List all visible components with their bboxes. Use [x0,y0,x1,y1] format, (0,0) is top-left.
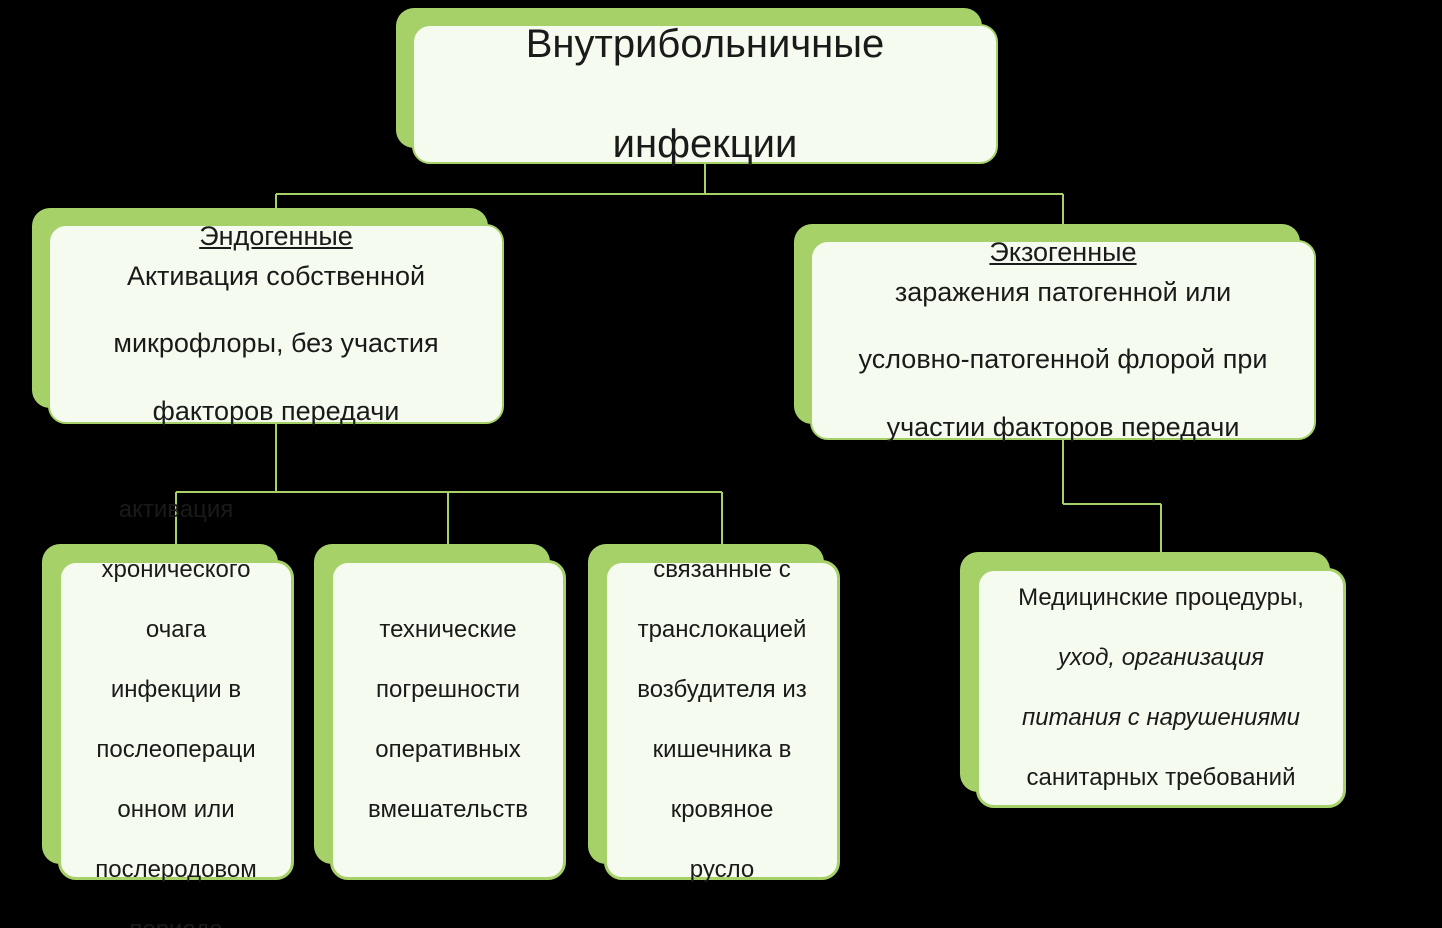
node-text-line: транслокацией [638,615,807,645]
node-title: Эндогенные [199,220,353,254]
node-box: ЭндогенныеАктивация собственноймикрофлор… [48,224,504,424]
node-text-line: онном или [117,795,234,825]
node-text-line: санитарных требований [1026,763,1295,793]
node-box: активацияхроническогоочагаинфекции впосл… [58,560,294,880]
node-text-line: факторов передачи [153,395,400,429]
node-text-line: условно-патогенной флорой при [859,343,1268,377]
node-text-line: кровяное [671,795,774,825]
node-text-line: инфекции в [111,675,241,705]
node-text-line: Медицинские процедуры, [1018,583,1304,613]
node-title: Экзогенные [989,236,1136,270]
node-text-line: хронического [102,555,251,585]
node-text-line: послеродовом [95,855,257,885]
node-text-line: погрешности [376,675,520,705]
node-leaf2: технические погрешности оперативных вмешате… [314,544,566,880]
node-leaf3: связанные с транслокацией возбудителя из ки… [588,544,840,880]
node-text-line: уход, организация [1058,643,1264,673]
node-text-line: микрофлоры, без участия [113,327,438,361]
node-text-line: участии факторов передачи [887,411,1240,445]
node-text-line: питания с нарушениями [1022,703,1300,733]
node-text-line: периоде [129,915,222,928]
node-root: Внутрибольничныеинфекции [396,8,998,164]
node-box: Медицинские процедуры, уход, организация п… [976,568,1346,808]
node-leaf4: Медицинские процедуры, уход, организация п… [960,552,1346,808]
node-text-line: инфекции [613,119,798,169]
node-leaf1: активацияхроническогоочагаинфекции впосл… [42,544,294,880]
node-text-line: русло [690,855,754,885]
node-box: связанные странслокациейвозбудителя изки… [604,560,840,880]
node-text-line: Внутрибольничные [526,19,885,69]
node-text-line: вмешательств [368,795,528,825]
node-box: Внутрибольничныеинфекции [412,24,998,164]
node-text-line: связанные с [653,555,791,585]
node-text-line: оперативных [375,735,521,765]
node-text-line: возбудителя из [637,675,806,705]
diagram-canvas: ВнутрибольничныеинфекцииЭндогенныеАктива… [0,0,1442,928]
node-text-line: очага [146,615,206,645]
node-endo: Эндогенные Активация собственной микрофлор… [32,208,504,424]
node-text-line: Активация собственной [127,260,425,294]
node-text-line: заражения патогенной или [895,276,1231,310]
node-box: технические погрешности оперативных вмешате… [330,560,566,880]
node-text-line: активация [119,495,234,525]
node-text-line: послеопераци [96,735,255,765]
node-exo: Экзогенные заражения патогенной или условн… [794,224,1316,440]
node-text-line: технические [379,615,516,645]
node-box: Экзогенныезаражения патогенной илиусловн… [810,240,1316,440]
node-text-line: кишечника в [653,735,792,765]
